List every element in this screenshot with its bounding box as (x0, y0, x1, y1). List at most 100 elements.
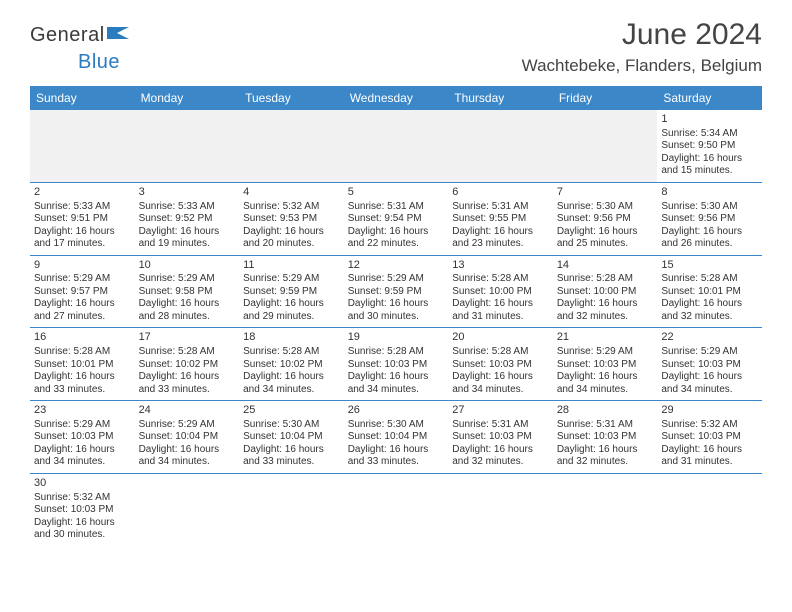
calendar-cell: 24Sunrise: 5:29 AMSunset: 10:04 PMDaylig… (135, 401, 240, 474)
calendar-cell: 23Sunrise: 5:29 AMSunset: 10:03 PMDaylig… (30, 401, 135, 474)
sunrise-line: Sunrise: 5:30 AM (661, 201, 758, 214)
sunset-line: Sunset: 9:55 PM (452, 213, 549, 226)
day-number: 18 (243, 331, 340, 345)
day-number: 16 (34, 331, 131, 345)
daylight-line-2: and 29 minutes. (243, 311, 340, 324)
sunrise-line: Sunrise: 5:31 AM (348, 201, 445, 214)
calendar-cell: 22Sunrise: 5:29 AMSunset: 10:03 PMDaylig… (657, 328, 762, 401)
daylight-line-2: and 28 minutes. (139, 311, 236, 324)
calendar-cell (553, 473, 658, 545)
daylight-line-1: Daylight: 16 hours (557, 298, 654, 311)
day-number: 5 (348, 186, 445, 200)
calendar-cell: 27Sunrise: 5:31 AMSunset: 10:03 PMDaylig… (448, 401, 553, 474)
calendar-cell: 3Sunrise: 5:33 AMSunset: 9:52 PMDaylight… (135, 182, 240, 255)
daylight-line-1: Daylight: 16 hours (557, 226, 654, 239)
daylight-line-2: and 34 minutes. (34, 456, 131, 469)
logo-text-blue: Blue (78, 51, 120, 73)
calendar-cell: 4Sunrise: 5:32 AMSunset: 9:53 PMDaylight… (239, 182, 344, 255)
calendar-cell: 10Sunrise: 5:29 AMSunset: 9:58 PMDayligh… (135, 255, 240, 328)
calendar-cell (239, 473, 344, 545)
daylight-line-1: Daylight: 16 hours (348, 226, 445, 239)
sunrise-line: Sunrise: 5:28 AM (557, 273, 654, 286)
calendar-cell (239, 110, 344, 182)
day-number: 12 (348, 259, 445, 273)
sunrise-line: Sunrise: 5:28 AM (348, 346, 445, 359)
day-number: 21 (557, 331, 654, 345)
daylight-line-1: Daylight: 16 hours (661, 153, 758, 166)
calendar-cell: 6Sunrise: 5:31 AMSunset: 9:55 PMDaylight… (448, 182, 553, 255)
day-number: 2 (34, 186, 131, 200)
calendar-cell: 16Sunrise: 5:28 AMSunset: 10:01 PMDaylig… (30, 328, 135, 401)
daylight-line-1: Daylight: 16 hours (243, 226, 340, 239)
daylight-line-2: and 15 minutes. (661, 165, 758, 178)
sunrise-line: Sunrise: 5:28 AM (452, 273, 549, 286)
sunset-line: Sunset: 9:56 PM (661, 213, 758, 226)
calendar-cell (448, 473, 553, 545)
daylight-line-1: Daylight: 16 hours (452, 226, 549, 239)
daylight-line-1: Daylight: 16 hours (661, 226, 758, 239)
daylight-line-1: Daylight: 16 hours (557, 444, 654, 457)
day-header: Wednesday (344, 86, 449, 110)
sunrise-line: Sunrise: 5:29 AM (348, 273, 445, 286)
calendar-cell: 30Sunrise: 5:32 AMSunset: 10:03 PMDaylig… (30, 473, 135, 545)
daylight-line-1: Daylight: 16 hours (139, 226, 236, 239)
day-header: Saturday (657, 86, 762, 110)
daylight-line-1: Daylight: 16 hours (34, 444, 131, 457)
day-number: 13 (452, 259, 549, 273)
day-header: Monday (135, 86, 240, 110)
logo-flag-icon (107, 24, 133, 47)
daylight-line-1: Daylight: 16 hours (452, 371, 549, 384)
day-number: 15 (661, 259, 758, 273)
day-number: 25 (243, 404, 340, 418)
sunrise-line: Sunrise: 5:29 AM (243, 273, 340, 286)
sunset-line: Sunset: 9:59 PM (243, 286, 340, 299)
sunset-line: Sunset: 10:03 PM (34, 504, 131, 517)
daylight-line-2: and 34 minutes. (348, 384, 445, 397)
sunset-line: Sunset: 10:04 PM (243, 431, 340, 444)
daylight-line-2: and 30 minutes. (348, 311, 445, 324)
sunset-line: Sunset: 9:52 PM (139, 213, 236, 226)
day-number: 20 (452, 331, 549, 345)
daylight-line-1: Daylight: 16 hours (348, 371, 445, 384)
daylight-line-1: Daylight: 16 hours (452, 298, 549, 311)
sunrise-line: Sunrise: 5:31 AM (452, 201, 549, 214)
calendar-cell (448, 110, 553, 182)
sunrise-line: Sunrise: 5:29 AM (557, 346, 654, 359)
sunrise-line: Sunrise: 5:34 AM (661, 128, 758, 141)
calendar-cell: 9Sunrise: 5:29 AMSunset: 9:57 PMDaylight… (30, 255, 135, 328)
calendar-cell (657, 473, 762, 545)
daylight-line-2: and 19 minutes. (139, 238, 236, 251)
calendar-cell: 26Sunrise: 5:30 AMSunset: 10:04 PMDaylig… (344, 401, 449, 474)
calendar-cell: 25Sunrise: 5:30 AMSunset: 10:04 PMDaylig… (239, 401, 344, 474)
calendar-cell: 12Sunrise: 5:29 AMSunset: 9:59 PMDayligh… (344, 255, 449, 328)
daylight-line-1: Daylight: 16 hours (139, 371, 236, 384)
daylight-line-1: Daylight: 16 hours (139, 298, 236, 311)
sunrise-line: Sunrise: 5:28 AM (139, 346, 236, 359)
sunset-line: Sunset: 9:51 PM (34, 213, 131, 226)
calendar-cell: 11Sunrise: 5:29 AMSunset: 9:59 PMDayligh… (239, 255, 344, 328)
daylight-line-2: and 33 minutes. (139, 384, 236, 397)
daylight-line-1: Daylight: 16 hours (243, 298, 340, 311)
daylight-line-1: Daylight: 16 hours (243, 444, 340, 457)
sunset-line: Sunset: 9:58 PM (139, 286, 236, 299)
calendar-cell (135, 110, 240, 182)
day-number: 10 (139, 259, 236, 273)
sunset-line: Sunset: 9:53 PM (243, 213, 340, 226)
daylight-line-1: Daylight: 16 hours (34, 298, 131, 311)
day-number: 1 (661, 113, 758, 127)
sunset-line: Sunset: 10:02 PM (243, 359, 340, 372)
location: Wachtebeke, Flanders, Belgium (522, 56, 762, 76)
day-number: 4 (243, 186, 340, 200)
day-number: 27 (452, 404, 549, 418)
daylight-line-1: Daylight: 16 hours (34, 517, 131, 530)
daylight-line-2: and 22 minutes. (348, 238, 445, 251)
logo-text: GeneralBlue (30, 24, 133, 74)
sunrise-line: Sunrise: 5:33 AM (34, 201, 131, 214)
sunrise-line: Sunrise: 5:29 AM (34, 273, 131, 286)
sunset-line: Sunset: 10:01 PM (661, 286, 758, 299)
sunset-line: Sunset: 9:59 PM (348, 286, 445, 299)
daylight-line-2: and 34 minutes. (452, 384, 549, 397)
title-block: June 2024 Wachtebeke, Flanders, Belgium (522, 18, 762, 76)
sunrise-line: Sunrise: 5:30 AM (348, 419, 445, 432)
day-number: 6 (452, 186, 549, 200)
